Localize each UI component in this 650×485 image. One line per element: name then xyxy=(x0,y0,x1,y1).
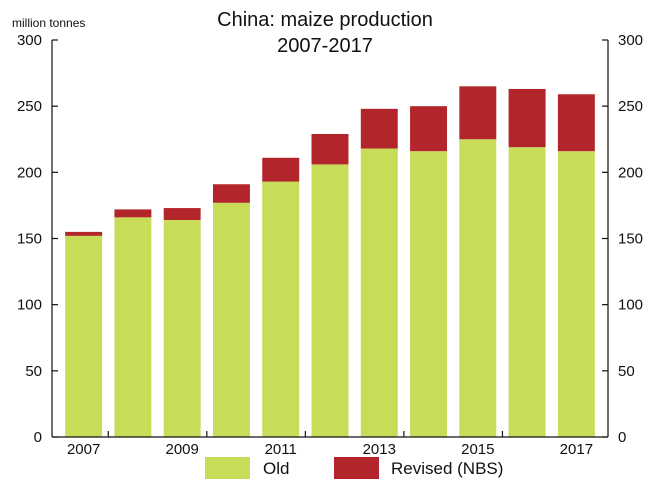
y-tick-label-right: 200 xyxy=(618,164,643,181)
y-axis-unit-label: million tonnes xyxy=(12,16,85,30)
bar-old-2016 xyxy=(508,147,546,437)
bar-revised-2012 xyxy=(311,133,349,165)
x-tick-label: 2017 xyxy=(560,441,593,458)
bar-revised-2009 xyxy=(163,208,201,220)
y-tick-label-left: 200 xyxy=(17,164,42,181)
legend-swatch-revised xyxy=(334,457,379,479)
bar-revised-2007 xyxy=(65,231,103,236)
y-tick-label-left: 0 xyxy=(34,429,42,446)
chart-title: China: maize production xyxy=(217,9,433,31)
ticks-group: 0 0 50 50 100 100 150 150 200 200 250 250 300 300 2007… xyxy=(17,32,643,458)
y-tick-label-right: 50 xyxy=(618,363,635,380)
y-tick-label-left: 150 xyxy=(17,231,42,248)
y-tick-label-right: 150 xyxy=(618,231,643,248)
y-tick-label-left: 300 xyxy=(17,32,42,49)
bar-revised-2016 xyxy=(508,88,546,148)
bar-revised-2013 xyxy=(360,108,398,149)
bar-revised-2014 xyxy=(410,106,448,152)
bar-revised-2010 xyxy=(212,184,250,203)
bar-old-2008 xyxy=(114,217,152,437)
x-tick-label: 2015 xyxy=(461,441,494,458)
legend-swatch-old xyxy=(205,457,250,479)
chart-subtitle: 2007-2017 xyxy=(277,35,373,57)
bar-old-2017 xyxy=(557,151,595,437)
bar-old-2011 xyxy=(262,181,300,437)
x-tick-label: 2013 xyxy=(363,441,396,458)
y-tick-label-left: 100 xyxy=(17,297,42,314)
legend: Old Revised (NBS) xyxy=(205,457,503,479)
bar-old-2014 xyxy=(410,151,448,437)
legend-label-old: Old xyxy=(263,459,289,478)
bar-old-2010 xyxy=(212,202,250,437)
y-tick-label-right: 300 xyxy=(618,32,643,49)
y-tick-label-right: 250 xyxy=(618,98,643,115)
bar-old-2013 xyxy=(360,148,398,437)
y-tick-label-right: 100 xyxy=(618,297,643,314)
bar-revised-2011 xyxy=(262,157,300,182)
x-tick-label: 2007 xyxy=(67,441,100,458)
bar-revised-2017 xyxy=(557,94,595,152)
bar-old-2007 xyxy=(65,235,103,437)
x-tick-label: 2011 xyxy=(265,441,297,458)
bar-old-2015 xyxy=(459,139,497,437)
bar-old-2009 xyxy=(163,219,201,437)
y-tick-label-left: 250 xyxy=(17,98,42,115)
legend-label-revised: Revised (NBS) xyxy=(391,459,503,478)
bars-group xyxy=(65,86,595,437)
bar-revised-2015 xyxy=(459,86,497,140)
x-tick-label: 2009 xyxy=(165,441,198,458)
y-tick-label-right: 0 xyxy=(618,429,626,446)
y-tick-label-left: 50 xyxy=(25,363,42,380)
bar-revised-2008 xyxy=(114,209,152,218)
bar-old-2012 xyxy=(311,164,349,437)
